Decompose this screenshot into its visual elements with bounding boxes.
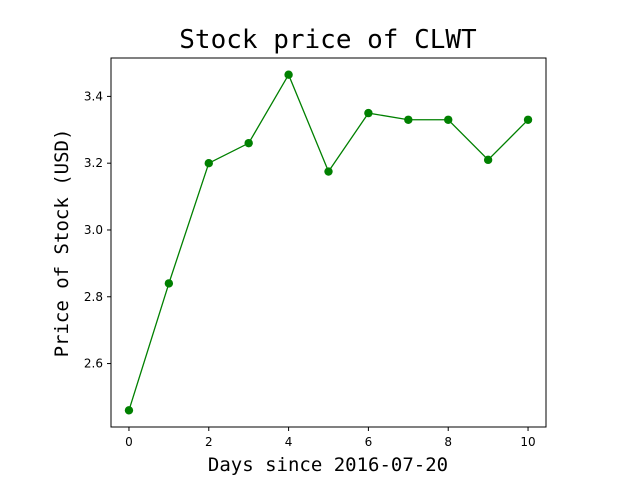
y-tick-label: 2.8 <box>84 290 103 304</box>
x-tick-label: 8 <box>444 435 452 449</box>
data-point <box>124 406 134 415</box>
data-point <box>324 167 333 176</box>
data-point <box>204 158 213 168</box>
y-tick-label: 2.6 <box>84 357 103 371</box>
x-axis-label: Days since 2016-07-20 <box>208 454 448 476</box>
y-tick-label: 3.0 <box>84 223 103 237</box>
data-point <box>523 115 533 124</box>
x-tick-label: 0 <box>125 435 133 449</box>
chart-title: Stock price of CLWT <box>179 25 477 55</box>
data-point <box>483 155 493 165</box>
data-point <box>404 115 413 124</box>
data-point <box>364 108 373 118</box>
x-tick-label: 6 <box>365 435 373 449</box>
x-tick-label: 2 <box>205 435 213 449</box>
data-point <box>164 279 174 288</box>
data-point <box>444 115 453 124</box>
plot-frame <box>110 57 547 428</box>
y-tick-label: 3.4 <box>84 89 103 103</box>
data-point <box>284 70 293 79</box>
y-tick-label: 3.2 <box>84 156 103 170</box>
y-axis-label: Price of Stock (USD) <box>51 129 73 358</box>
data-point <box>244 138 253 148</box>
x-tick-label: 4 <box>285 435 293 449</box>
series-line <box>128 73 529 411</box>
plot-area: 0 2 4 6 8 10 2.6 2.8 3.0 3.2 3.4 <box>84 57 547 449</box>
x-tick-label: 10 <box>520 435 535 449</box>
